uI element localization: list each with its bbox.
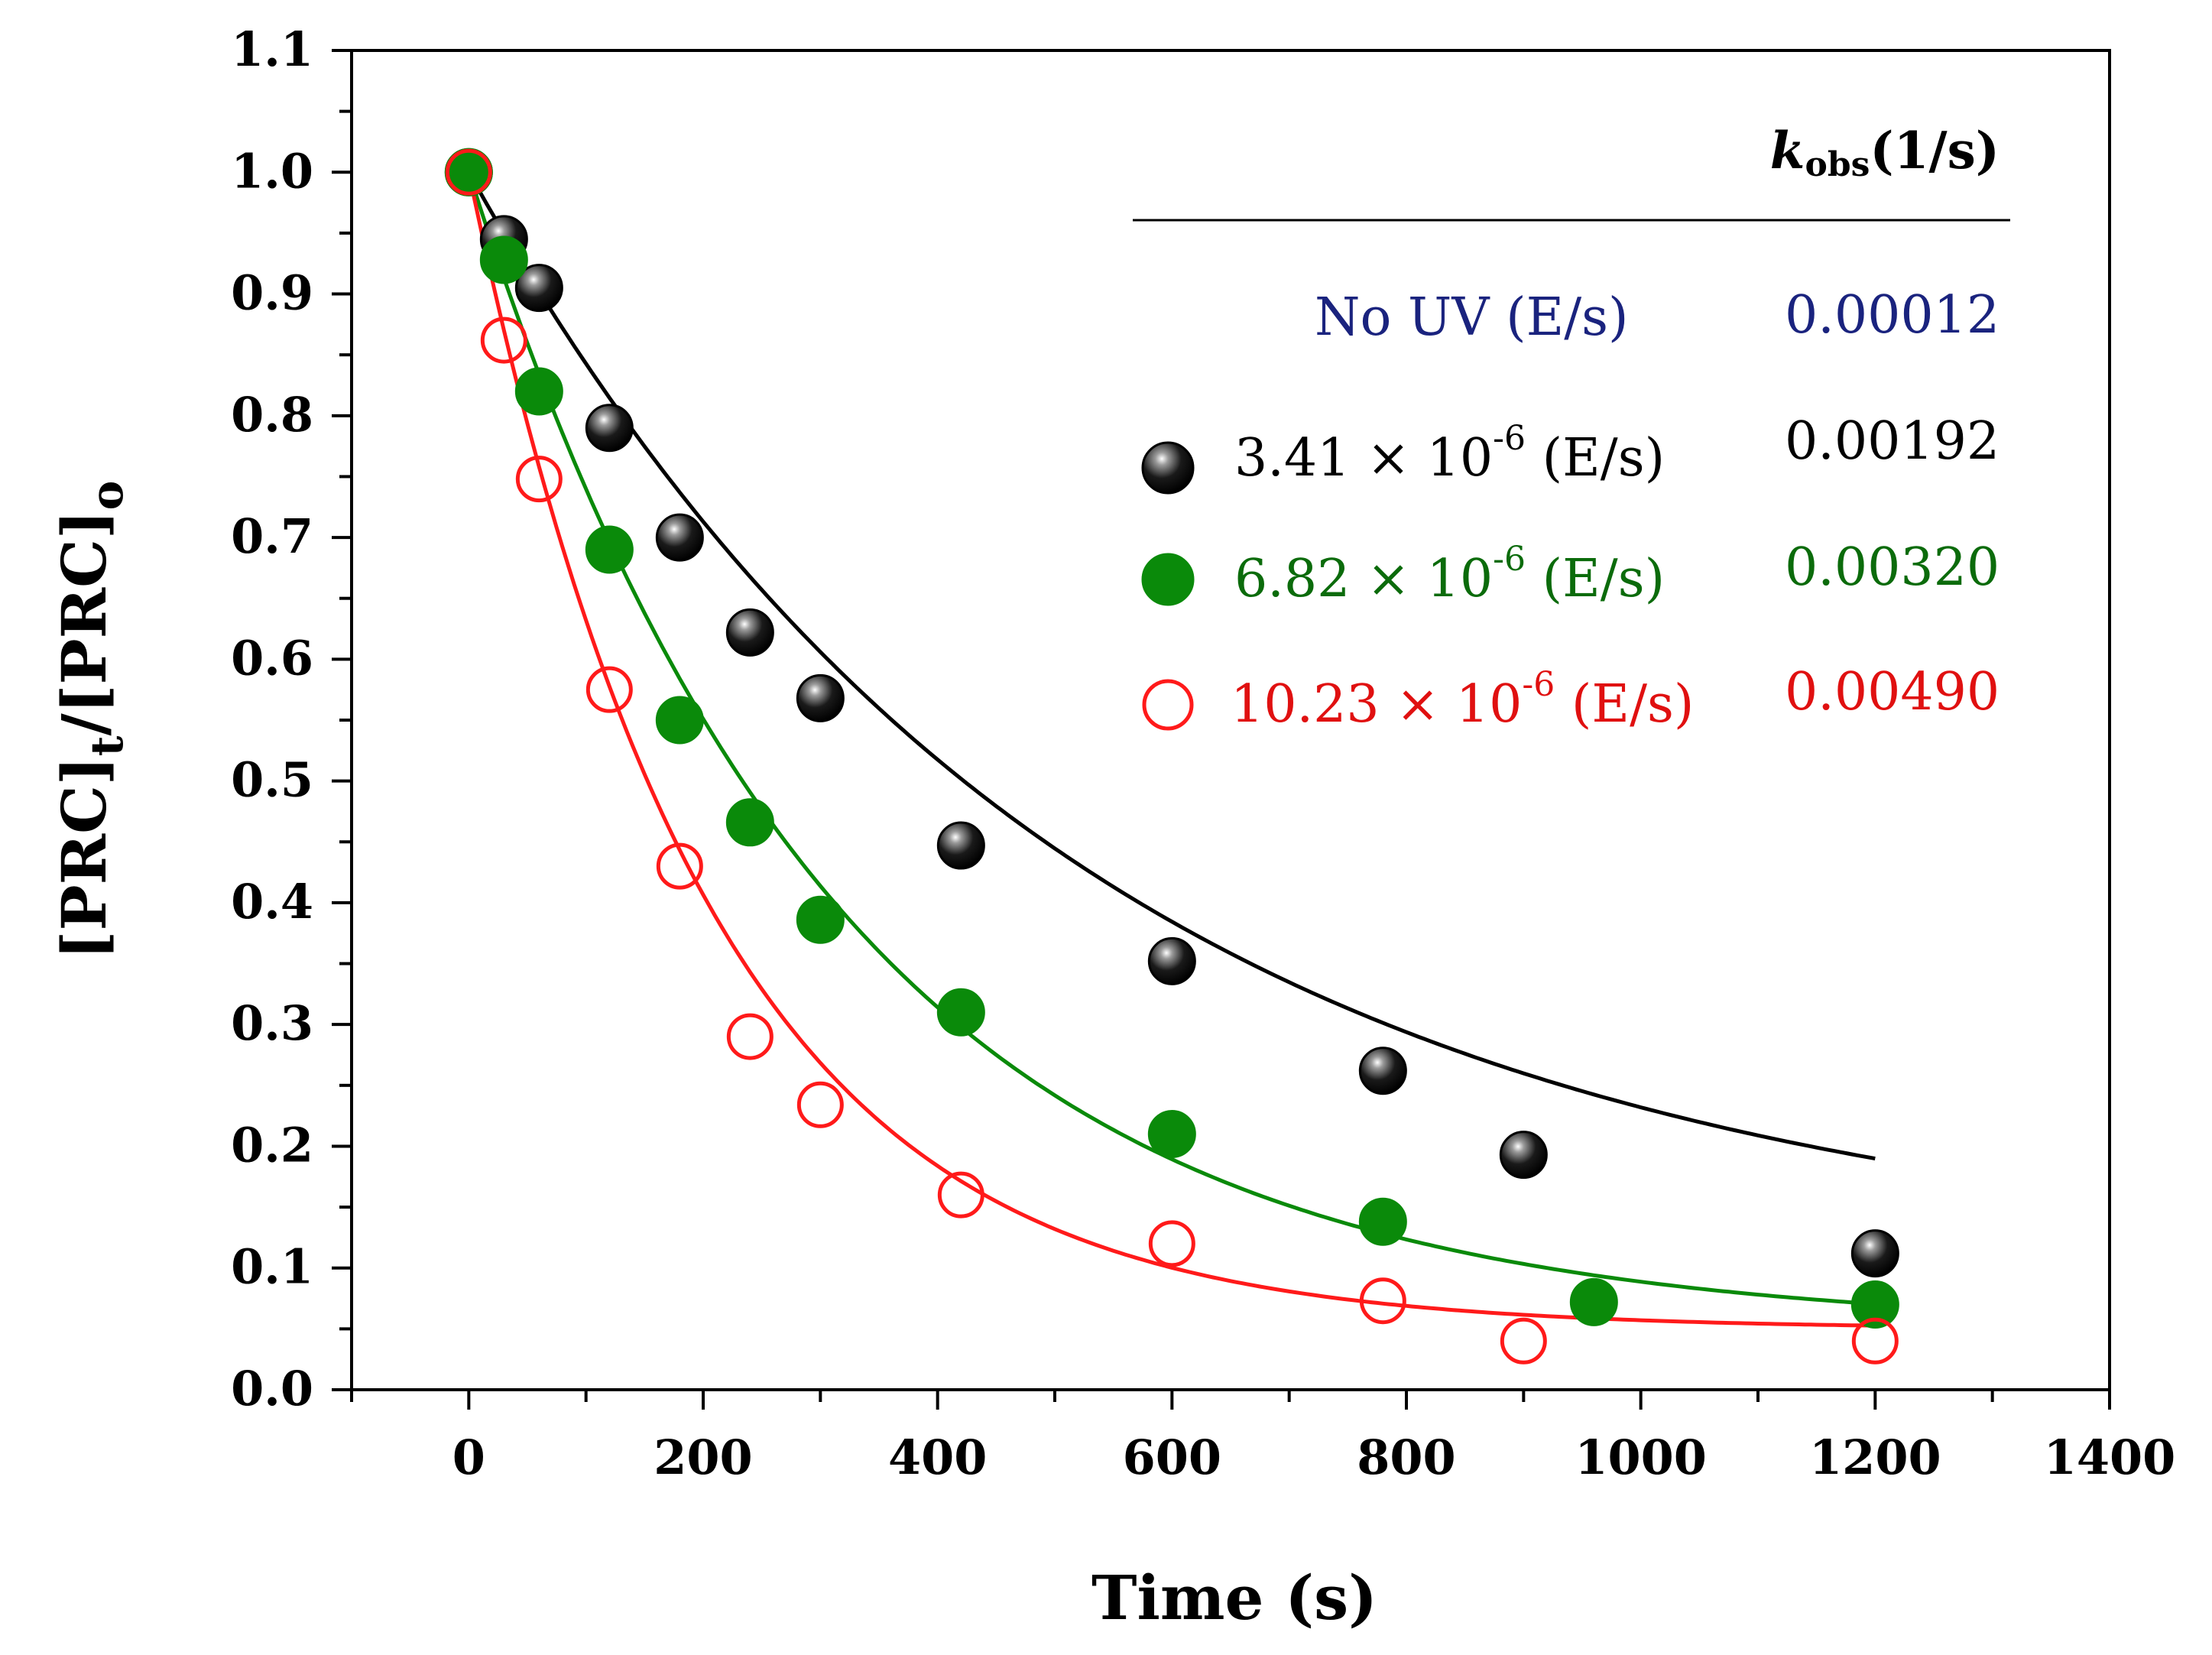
data-point-series-3 [1359,1277,1406,1325]
legend-header-unit: (1/s) [1870,121,2000,180]
legend-label-series-2-unit: (E/s) [1526,549,1665,609]
x-tick-label: 800 [1357,1429,1455,1485]
legend: kobs(1/s) No UV (E/s) 0.00012 3.41 × 10-… [1133,121,2010,735]
data-point-series-1 [655,513,704,562]
data-point-series-1 [1147,936,1196,985]
y-axis-title-main1: [PRC] [48,756,120,959]
data-point-series-3 [937,1171,984,1219]
x-tick-label: 400 [888,1429,987,1485]
data-point-series-1 [1499,1131,1548,1180]
legend-k-series-1: 0.00192 [1785,411,2000,472]
y-tick-label: 0.1 [231,1239,313,1295]
data-point-series-2 [514,367,563,416]
x-tick-labels: 0 200 400 600 800 1000 1200 1400 [452,1429,2176,1485]
data-point-series-1 [936,821,985,870]
legend-label-series-1-unit: (E/s) [1526,428,1665,488]
data-point-series-1 [796,673,845,722]
data-point-series-1 [725,608,774,657]
data-point-series-3 [480,316,527,364]
y-axis-title-sub2: o [81,481,133,511]
data-point-series-2 [796,895,845,944]
legend-label-series-2-exp: -6 [1493,540,1526,579]
legend-no-uv-k: 0.00012 [1785,285,2000,346]
legend-k-series-2: 0.00320 [1785,537,2000,598]
y-axis-title-main2: /[PRC] [48,510,120,735]
data-point-series-3 [796,1081,844,1128]
data-point-series-2 [1147,1110,1196,1159]
data-point-series-3 [656,842,703,890]
legend-marker-series-2 [1141,553,1195,606]
legend-marker-series-1 [1141,441,1195,495]
fit-curve-series-3 [466,171,1876,1328]
y-tick-label: 0.7 [231,508,313,564]
y-tick-label: 0.6 [231,630,313,686]
data-point-series-2 [655,696,704,745]
data-point-series-3 [585,666,633,713]
legend-label-series-1-main: 3.41 × 10 [1234,428,1493,488]
data-point-series-2 [585,525,634,574]
y-tick-label: 0.5 [231,752,313,808]
y-tick-label: 0.0 [231,1361,313,1416]
legend-label-series-2-main: 6.82 × 10 [1234,549,1493,609]
y-tick-label: 0.3 [231,995,313,1051]
x-tick-label: 1400 [2044,1429,2176,1485]
x-tick-label: 600 [1123,1429,1221,1485]
data-point-series-2 [1850,1280,1899,1329]
y-axis-title: [PRC]t/[PRC]o [48,481,133,960]
data-point-series-3 [1851,1317,1899,1365]
x-tick-label: 1000 [1575,1429,1707,1485]
y-tick-label: 0.2 [231,1117,313,1173]
legend-header: kobs(1/s) [1770,121,2000,184]
legend-label-series-3-exp: -6 [1522,665,1555,704]
data-point-series-3 [445,148,492,196]
data-point-series-1 [1850,1229,1899,1278]
data-point-series-3 [726,1013,774,1060]
data-points [444,148,1899,1365]
legend-label-series-1-exp: -6 [1493,419,1526,458]
x-tick-label: 1200 [1809,1429,1941,1485]
data-point-series-3 [1500,1317,1547,1365]
x-axis-title: Time (s) [1091,1562,1377,1634]
legend-marker-series-3 [1142,679,1194,731]
axis-ticks [332,49,2111,1410]
data-point-series-2 [1358,1197,1407,1246]
legend-label-series-2: 6.82 × 10-6 (E/s) [1234,540,1665,609]
data-point-series-3 [515,456,563,503]
legend-header-k: k [1770,121,1805,180]
x-tick-label: 0 [452,1429,485,1485]
data-point-series-3 [1148,1220,1195,1267]
legend-label-series-3-unit: (E/s) [1555,674,1694,735]
y-axis-title-sub1: t [81,735,133,756]
data-point-series-1 [514,264,563,313]
y-tick-label: 0.9 [231,265,313,321]
legend-k-series-3: 0.00490 [1785,662,2000,722]
y-tick-label: 1.0 [231,143,313,199]
data-point-series-1 [1358,1047,1407,1095]
legend-header-sub: obs [1805,145,1870,184]
legend-label-series-3-main: 10.23 × 10 [1231,674,1522,735]
legend-label-series-3: 10.23 × 10-6 (E/s) [1231,665,1694,735]
x-tick-label: 200 [654,1429,752,1485]
data-point-series-2 [725,798,774,847]
y-tick-labels: 0.0 0.1 0.2 0.3 0.4 0.5 0.6 0.7 0.8 0.9 1.0 1.1 [231,21,313,1416]
legend-no-uv-label: No UV (E/s) [1315,287,1629,348]
data-point-series-2 [479,235,528,284]
y-tick-label: 1.1 [231,21,313,77]
y-tick-label: 0.8 [231,387,313,443]
data-point-series-2 [936,988,985,1037]
fit-curve-series-1 [467,171,1876,1161]
y-tick-label: 0.4 [231,874,313,930]
data-point-series-1 [585,404,634,453]
data-point-series-2 [1569,1277,1618,1326]
legend-label-series-1: 3.41 × 10-6 (E/s) [1234,419,1665,488]
